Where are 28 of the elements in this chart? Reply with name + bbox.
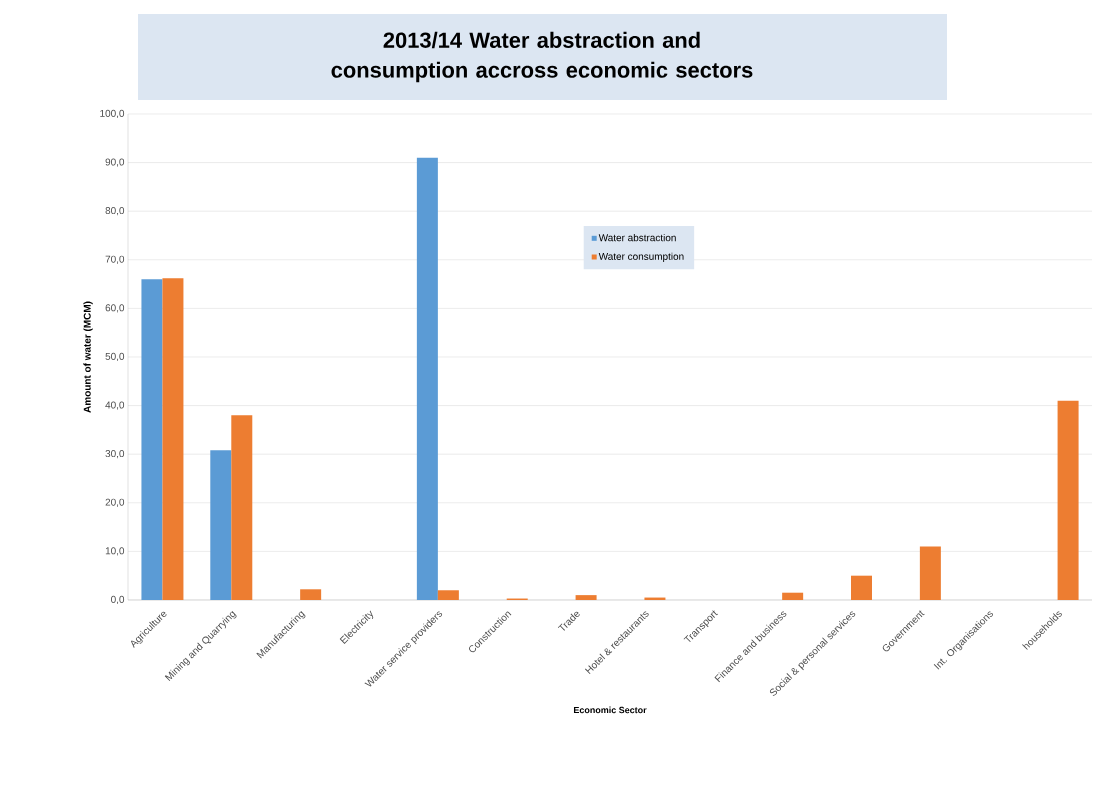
y-tick-label: 70,0 [105,255,125,264]
bar [416,157,438,600]
y-tick-label: 60,0 [105,304,125,313]
bar [231,415,253,600]
y-tick-label: 10,0 [105,547,125,556]
y-tick-label: 90,0 [105,158,125,167]
y-tick-label: 80,0 [105,207,125,216]
y-axis-title: Amount of water (MCM) [83,301,93,413]
bar [919,546,941,600]
y-tick-label: 30,0 [105,450,125,459]
bar [1057,400,1079,600]
bar [162,278,184,600]
y-tick-label: 100,0 [100,109,125,119]
x-axis-title: Economic Sector [573,706,647,714]
bar [210,450,232,600]
bar [575,595,597,600]
y-tick-label: 40,0 [105,401,125,410]
y-tick-label: 20,0 [105,498,125,507]
bar [437,590,459,600]
bar [141,279,163,600]
y-tick-label: 0,0 [111,595,125,605]
chart-title: 2013/14 Water abstraction and consumption accross economic sectors [331,31,753,83]
legend-label: Water consumption [598,252,684,262]
bar [782,592,804,600]
bar [300,589,322,600]
y-tick-label: 50,0 [105,352,125,362]
legend-label: Water abstraction [598,233,676,242]
bar [851,575,873,600]
